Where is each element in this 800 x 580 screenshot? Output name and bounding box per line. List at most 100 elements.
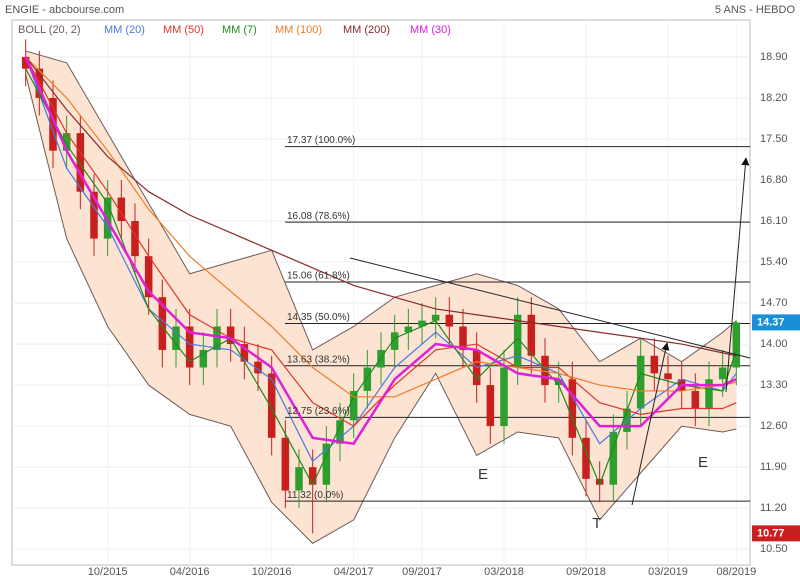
price-tag-label: 14.37 xyxy=(757,316,785,328)
candle-body xyxy=(76,133,85,192)
fibonacci-label: 11.32 (0.0%) xyxy=(287,490,344,501)
price-tag-label: 10.77 xyxy=(757,527,785,539)
y-tick-label: 18.90 xyxy=(760,51,788,63)
candle-body xyxy=(568,379,577,438)
candle-body xyxy=(295,467,303,491)
candle-body xyxy=(691,390,700,409)
candle-body xyxy=(609,431,618,485)
x-tick-label: 10/2015 xyxy=(88,566,128,578)
candle-body xyxy=(554,379,563,386)
pattern-annotation: E xyxy=(478,466,488,483)
candle-body xyxy=(308,467,317,485)
candle-body xyxy=(705,379,713,409)
moving-average xyxy=(25,68,737,487)
candle-body xyxy=(445,314,454,327)
candle-body xyxy=(62,133,71,151)
candle-body xyxy=(131,221,139,257)
x-tick-label: 09/2018 xyxy=(566,566,606,578)
candle-body xyxy=(226,326,235,345)
x-tick-label: 04/2016 xyxy=(170,566,210,578)
candle-body xyxy=(513,314,522,368)
moving-average xyxy=(24,56,737,446)
candle-body xyxy=(21,56,30,69)
candle-body xyxy=(172,326,180,350)
fibonacci-label: 15.06 (61.8%) xyxy=(287,271,350,282)
candle-body xyxy=(500,367,508,427)
chart-subtitle: 5 ANS - HEBDO xyxy=(715,4,796,16)
moving-average xyxy=(25,56,737,398)
candle-body xyxy=(158,297,167,350)
fibonacci-label: 12.75 (23.6%) xyxy=(287,406,350,417)
y-tick-label: 15.40 xyxy=(760,256,788,268)
candle-body xyxy=(636,355,645,409)
y-tick-label: 10.50 xyxy=(760,543,788,555)
legend-entry: MM (20) xyxy=(104,24,145,36)
price-tag xyxy=(752,525,800,542)
candle-body xyxy=(459,326,467,350)
candle-body xyxy=(90,191,98,239)
price-tag xyxy=(752,314,800,331)
bollinger-fill xyxy=(25,51,737,544)
candle-body xyxy=(254,361,262,374)
candle-body xyxy=(322,443,331,485)
y-tick-label: 16.10 xyxy=(760,215,788,227)
x-tick-label: 09/2017 xyxy=(402,566,442,578)
trend-line xyxy=(349,257,751,359)
fibonacci-label: 13.63 (38.2%) xyxy=(287,354,350,365)
candle-body xyxy=(240,344,249,362)
candle-body xyxy=(595,478,604,485)
trend-arrow xyxy=(631,342,670,506)
candle-body xyxy=(541,355,549,386)
y-tick-label: 13.30 xyxy=(760,379,788,391)
legend-entry: BOLL (20, 2) xyxy=(18,24,81,36)
candle-body xyxy=(199,349,208,368)
candle-body xyxy=(486,385,495,427)
candle-body xyxy=(49,97,57,151)
x-tick-label: 08/2019 xyxy=(716,566,756,578)
legend-entry: MM (200) xyxy=(343,24,390,36)
y-tick-label: 11.90 xyxy=(760,461,787,473)
candle-body xyxy=(431,314,440,321)
candle-body xyxy=(404,326,413,333)
y-tick-label: 11.20 xyxy=(760,502,787,514)
y-tick-label: 14.70 xyxy=(760,297,788,309)
candle-body xyxy=(349,390,358,421)
candle-body xyxy=(582,437,590,479)
pattern-annotation: T xyxy=(592,515,601,532)
candle-body xyxy=(117,197,126,222)
legend-entry: MM (7) xyxy=(222,24,257,36)
candle-body xyxy=(718,367,727,380)
fibonacci-label: 16.08 (78.6%) xyxy=(287,211,350,222)
legend-entry: MM (30) xyxy=(410,24,451,36)
candle-body xyxy=(390,332,399,350)
legend-entry: MM (100) xyxy=(275,24,322,36)
x-tick-label: 10/2016 xyxy=(252,566,292,578)
y-tick-label: 18.20 xyxy=(760,92,788,104)
moving-average xyxy=(25,56,737,427)
x-tick-label: 04/2017 xyxy=(334,566,374,578)
bollinger-line xyxy=(25,74,737,544)
candle-body xyxy=(418,320,426,327)
candle-body xyxy=(650,355,659,374)
candle-body xyxy=(363,367,372,391)
candle-body xyxy=(267,373,276,438)
moving-average xyxy=(25,56,737,357)
chart-title: ENGIE - abcbourse.com xyxy=(5,4,124,16)
x-tick-label: 03/2018 xyxy=(484,566,524,578)
candle-body xyxy=(664,373,672,380)
candle-body xyxy=(527,314,536,356)
y-tick-label: 14.00 xyxy=(760,338,788,350)
x-tick-label: 03/2019 xyxy=(648,566,688,578)
pattern-annotation: E xyxy=(698,454,708,471)
candle-body xyxy=(185,326,194,368)
candle-body xyxy=(732,322,741,368)
y-tick-label: 12.60 xyxy=(760,420,788,432)
legend-entry: MM (50) xyxy=(163,24,204,36)
fibonacci-label: 14.35 (50.0%) xyxy=(287,312,350,323)
candle-body xyxy=(103,197,112,239)
y-tick-label: 17.50 xyxy=(760,133,788,145)
candle-body xyxy=(213,326,221,350)
y-tick-label: 16.80 xyxy=(760,174,788,186)
